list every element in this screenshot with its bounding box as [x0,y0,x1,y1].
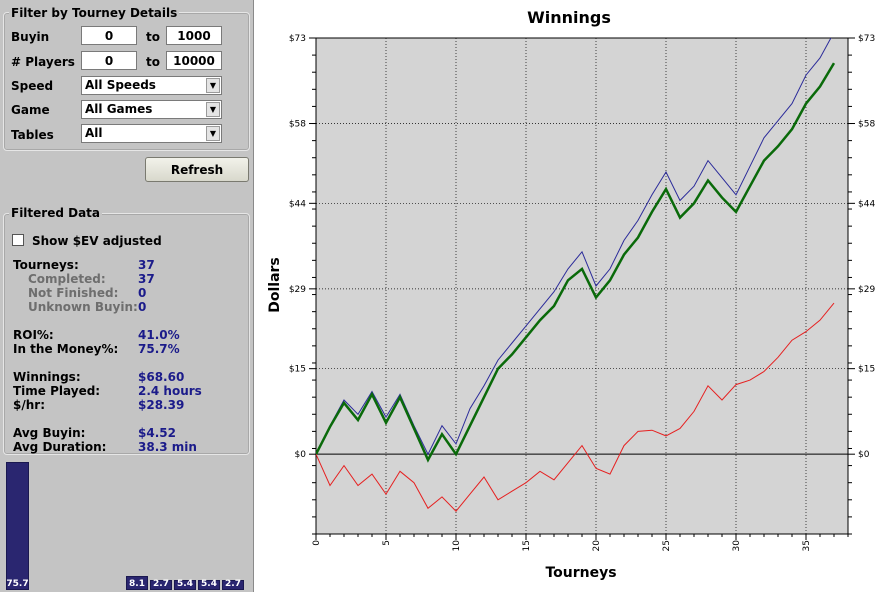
finish-bar [174,580,196,590]
winnings-chart-svg: Winnings Dollars Tourneys 0 5 10 15 20 25 30 35… [267,8,875,581]
y-tick-label-left: $58 [289,120,306,130]
show-ev-label[interactable]: Show $EV adjusted [32,234,162,248]
series-line [316,62,836,463]
stat-value: $4.52 [138,426,176,440]
stat-value: 37 [138,258,155,272]
stat-value: 41.0% [138,328,180,342]
tables-label: Tables [11,128,54,142]
x-tick-label: 30 [732,540,742,552]
buyin-to-label: to [146,30,160,44]
x-tick-label: 10 [452,540,462,552]
x-tick-label: 0 [312,540,322,546]
x-tick-label: 35 [802,540,812,551]
y-tick-label-left: $73 [289,34,306,44]
finish-bar [198,580,220,590]
y-tick-label-right: $0 [858,450,870,460]
finish-bar-label: 2.7 [225,579,241,589]
y-tick-label-right: $44 [858,199,875,209]
filtered-group-box [3,213,250,455]
stat-label: Time Played: [13,384,101,398]
game-select-value: All Games [85,102,153,116]
tables-select[interactable]: All ▼ [81,124,222,143]
series-line [316,302,835,512]
x-axis-label: Tourneys [545,565,616,581]
stat-label: $/hr: [13,398,45,412]
speed-select[interactable]: All Speeds ▼ [81,76,222,95]
stat-label: Winnings: [13,370,81,384]
game-label: Game [11,103,50,117]
winnings-chart: Winnings Dollars Tourneys 0 5 10 15 20 25 30 35… [254,0,878,592]
finish-bar-label: 8.1 [129,579,145,589]
finish-bar [222,580,244,590]
stat-value: 38.3 min [138,440,197,454]
finish-bar [150,580,172,590]
y-tick-label-right: $15 [858,365,875,375]
filter-group-title: Filter by Tourney Details [9,6,180,20]
y-tick-label-right: $29 [858,285,875,295]
stat-value: $68.60 [138,370,185,384]
buyin-min-input[interactable]: 0 [81,26,137,45]
stat-label: Avg Duration: [13,440,107,454]
stat-value: 75.7% [138,342,180,356]
stat-label: Completed: [28,272,106,286]
x-tick-label: 15 [522,540,532,551]
refresh-button[interactable]: Refresh [145,157,249,182]
y-tick-label-left: $0 [295,450,307,460]
stat-value: 2.4 hours [138,384,202,398]
y-tick-label-left: $44 [289,199,306,209]
speed-select-value: All Speeds [85,78,156,92]
show-ev-checkbox[interactable] [12,234,24,246]
y-tick-label-left: $15 [289,365,306,375]
finish-bar-label: 5.4 [177,579,193,589]
buyin-label: Buyin [11,30,50,44]
players-to-label: to [146,55,160,69]
plot-area [315,37,849,535]
buyin-max-input[interactable]: 1000 [166,26,222,45]
chevron-down-icon[interactable]: ▼ [206,102,220,117]
players-label: # Players [11,55,75,69]
players-min-input[interactable]: 0 [81,51,137,70]
finish-bar-label: 75.7 [6,579,29,589]
stat-value: 37 [138,272,155,286]
stat-label: Unknown Buyin: [28,300,138,314]
stat-value: 0 [138,300,147,314]
x-tick-label: 20 [592,540,602,552]
players-max-input[interactable]: 10000 [166,51,222,70]
y-tick-label-right: $73 [858,34,875,44]
finish-bar [126,576,148,590]
y-tick-label-left: $29 [289,285,306,295]
chevron-down-icon[interactable]: ▼ [206,78,220,93]
chart-title: Winnings [527,8,611,27]
y-axis-label: Dollars [267,257,283,313]
x-tick-label: 5 [382,540,392,546]
tables-select-value: All [85,126,103,140]
game-select[interactable]: All Games ▼ [81,100,222,119]
stat-label: Tourneys: [13,258,79,272]
finish-bar-label: 5.4 [201,579,217,589]
x-tick-label: 25 [662,540,672,551]
finish-bar [6,462,29,590]
stat-label: ROI%: [13,328,54,342]
speed-label: Speed [11,79,54,93]
stat-value: $28.39 [138,398,185,412]
finish-bar-label: 2.7 [153,579,169,589]
stat-label: In the Money%: [13,342,119,356]
chevron-down-icon[interactable]: ▼ [206,126,220,141]
stat-label: Avg Buyin: [13,426,86,440]
y-tick-label-right: $58 [858,120,875,130]
stat-value: 0 [138,286,147,300]
filtered-group-title: Filtered Data [9,206,103,220]
stat-label: Not Finished: [28,286,119,300]
sidebar-panel: Filter by Tourney Details Buyin 0 to 100… [0,0,254,592]
